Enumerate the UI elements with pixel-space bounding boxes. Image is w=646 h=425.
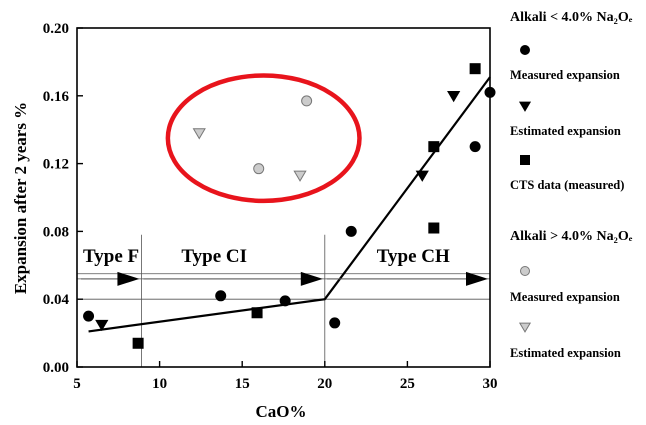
x-tick-label: 15 bbox=[235, 376, 250, 392]
data-point bbox=[345, 225, 357, 237]
x-tick-label: 5 bbox=[73, 376, 81, 392]
legend-item-label: Estimated expansion bbox=[510, 346, 621, 360]
data-point bbox=[251, 307, 263, 319]
data-point bbox=[415, 170, 429, 182]
y-axis-title: Expansion after 2 years % bbox=[11, 102, 30, 294]
y-tick-label: 0.16 bbox=[43, 89, 70, 105]
data-point bbox=[192, 128, 206, 140]
x-tick-label: 10 bbox=[152, 376, 167, 392]
region-arrow-head bbox=[300, 271, 323, 286]
data-point bbox=[293, 170, 307, 182]
data-point bbox=[95, 319, 109, 332]
y-tick-label: 0.00 bbox=[43, 360, 69, 376]
data-point bbox=[484, 86, 496, 98]
highlight-ellipse bbox=[165, 73, 362, 204]
legend-marker bbox=[520, 45, 530, 55]
y-tick-label: 0.12 bbox=[43, 157, 69, 173]
y-tick-label: 0.04 bbox=[43, 292, 70, 308]
data-points bbox=[83, 63, 496, 349]
highlight-ellipse-shape bbox=[165, 73, 362, 204]
data-point bbox=[253, 163, 265, 175]
type-regions: Type F Type CI Type CH bbox=[81, 246, 488, 286]
data-point bbox=[301, 95, 313, 107]
legend-heading: Alkali > 4.0% Na₂Oₑ bbox=[510, 229, 633, 244]
legend-item-label: Measured expansion bbox=[510, 290, 620, 304]
axes bbox=[76, 27, 491, 368]
data-point bbox=[329, 317, 341, 329]
legend-heading: Alkali < 4.0% Na₂Oₑ bbox=[510, 10, 633, 25]
legend-marker bbox=[518, 322, 532, 333]
region-label: Type CI bbox=[181, 246, 247, 267]
legend-item-label: CTS data (measured) bbox=[510, 178, 624, 192]
region-arrow-head bbox=[466, 271, 488, 286]
region-arrow-head bbox=[117, 271, 140, 286]
legend-marker bbox=[518, 101, 532, 112]
data-point bbox=[428, 141, 440, 153]
legend-marker bbox=[520, 155, 530, 165]
x-tick-label: 20 bbox=[317, 376, 332, 392]
legend-marker bbox=[520, 266, 530, 276]
data-point bbox=[469, 141, 481, 153]
trend-line-path bbox=[88, 76, 491, 333]
legend: Alkali < 4.0% Na₂Oₑ Measured expansion Est… bbox=[510, 10, 633, 360]
data-point bbox=[447, 90, 461, 103]
trend-line bbox=[88, 76, 491, 333]
y-tick-label: 0.08 bbox=[43, 224, 69, 240]
region-label: Type F bbox=[83, 246, 139, 267]
legend-item-label: Estimated expansion bbox=[510, 124, 621, 138]
data-point bbox=[428, 222, 440, 234]
tick-labels: 5 10 15 20 25 30 0.00 0.04 0.08 0.12 0.16 0.20 bbox=[43, 21, 498, 392]
region-label: Type CH bbox=[377, 246, 450, 267]
data-point bbox=[469, 63, 481, 75]
data-point bbox=[279, 295, 291, 307]
data-point bbox=[132, 337, 144, 349]
plot-frame bbox=[76, 27, 491, 368]
data-point bbox=[215, 290, 227, 302]
legend-item-label: Measured expansion bbox=[510, 68, 620, 82]
x-axis-title: CaO% bbox=[256, 402, 307, 421]
x-tick-label: 25 bbox=[400, 376, 415, 392]
data-point bbox=[83, 310, 95, 322]
x-tick-label: 30 bbox=[483, 376, 498, 392]
y-tick-label: 0.20 bbox=[43, 21, 69, 37]
